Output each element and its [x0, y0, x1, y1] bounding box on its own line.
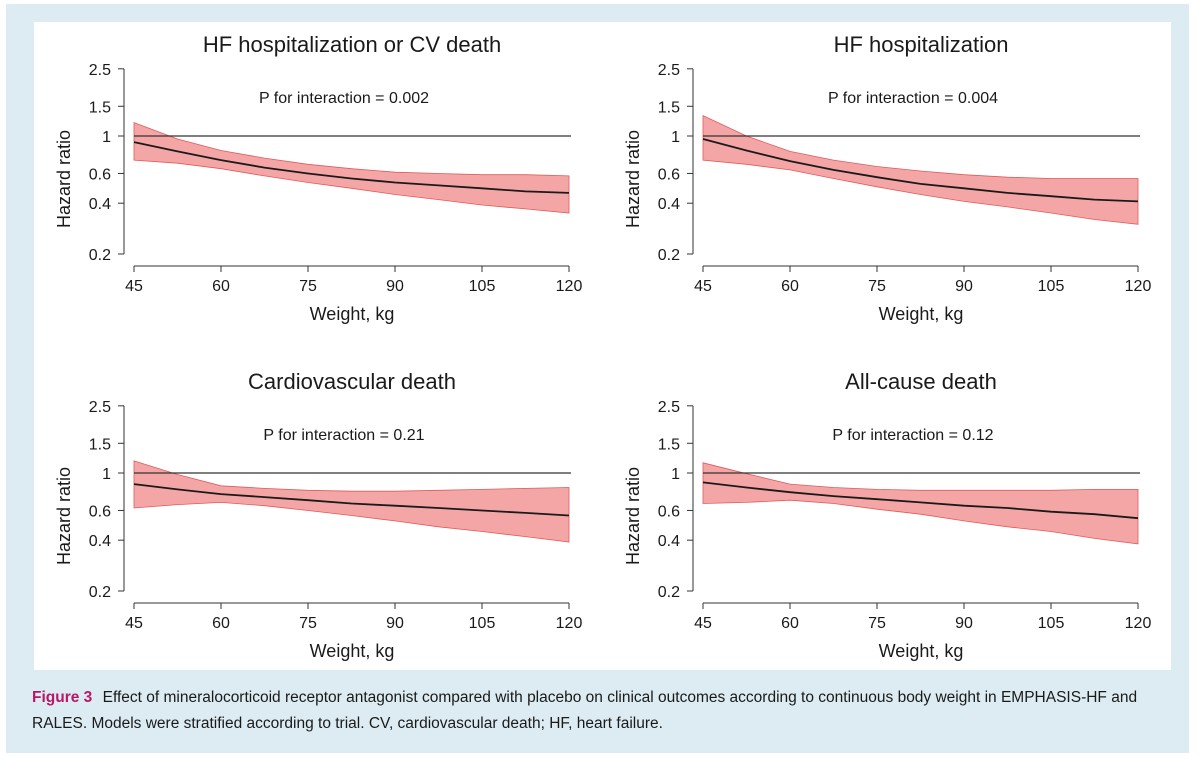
y-tick-label: 0.6 — [89, 503, 111, 520]
y-axis-title: Hazard ratio — [623, 467, 643, 565]
confidence-band — [702, 462, 1139, 545]
x-tick-label: 75 — [299, 615, 317, 632]
chart-panel-4: All-cause death P for interaction = 0.12 0… — [623, 369, 1151, 661]
figure-frame: HF hospitalization or CV death P for inte… — [6, 4, 1189, 753]
hazard-ratio-line — [133, 483, 570, 517]
y-tick-label: 1 — [671, 129, 680, 146]
y-tick-label: 2.5 — [89, 399, 111, 416]
y-tick-label: 0.6 — [658, 503, 680, 520]
chart-title: HF hospitalization — [834, 32, 1009, 57]
x-tick-label: 105 — [469, 278, 496, 295]
x-tick-label: 60 — [781, 278, 799, 295]
x-axis-title: Weight, kg — [879, 641, 964, 661]
x-tick-label: 75 — [868, 615, 886, 632]
y-tick-label: 0.4 — [89, 196, 111, 213]
x-tick-label: 105 — [1038, 615, 1065, 632]
x-tick-label: 60 — [212, 615, 230, 632]
x-tick-label: 120 — [556, 278, 583, 295]
x-tick-label: 105 — [1038, 278, 1065, 295]
confidence-band — [702, 114, 1139, 225]
chart-title: Cardiovascular death — [248, 369, 456, 394]
figure-caption: Figure 3 Effect of mineralocorticoid rec… — [32, 685, 1182, 737]
chart-panel-3: Cardiovascular death P for interaction = … — [54, 369, 582, 661]
x-tick-label: 90 — [955, 278, 973, 295]
chart-panel-2: HF hospitalization P for interaction = 0.… — [623, 32, 1151, 324]
p-interaction-label: P for interaction = 0.12 — [832, 427, 993, 444]
x-tick-label: 105 — [469, 615, 496, 632]
x-tick-label: 45 — [694, 278, 712, 295]
x-tick-label: 60 — [781, 615, 799, 632]
x-tick-label: 90 — [386, 615, 404, 632]
x-tick-label: 45 — [125, 615, 143, 632]
y-tick-label: 0.2 — [658, 247, 680, 264]
y-tick-label: 1 — [102, 129, 111, 146]
x-tick-label: 75 — [868, 278, 886, 295]
y-tick-label: 1 — [102, 466, 111, 483]
p-interaction-label: P for interaction = 0.004 — [828, 90, 998, 107]
y-axis-title: Hazard ratio — [54, 467, 74, 565]
x-axis-title: Weight, kg — [879, 304, 964, 324]
x-tick-label: 120 — [1125, 615, 1152, 632]
chart-panel-1: HF hospitalization or CV death P for inte… — [54, 32, 582, 324]
x-tick-label: 120 — [1125, 278, 1152, 295]
y-tick-label: 1 — [671, 466, 680, 483]
charts-svg: HF hospitalization or CV death P for inte… — [54, 32, 1151, 661]
y-tick-label: 1.5 — [89, 436, 111, 453]
y-tick-label: 0.6 — [658, 166, 680, 183]
confidence-band — [133, 122, 570, 214]
y-tick-label: 0.6 — [89, 166, 111, 183]
y-tick-label: 0.4 — [658, 196, 680, 213]
x-tick-label: 75 — [299, 278, 317, 295]
x-tick-label: 90 — [955, 615, 973, 632]
x-tick-label: 90 — [386, 278, 404, 295]
x-tick-label: 45 — [125, 278, 143, 295]
x-tick-label: 120 — [556, 615, 583, 632]
confidence-band — [133, 460, 570, 543]
y-axis-title: Hazard ratio — [54, 130, 74, 228]
y-tick-label: 0.4 — [89, 533, 111, 550]
chart-title: HF hospitalization or CV death — [203, 32, 501, 57]
hazard-ratio-line — [133, 141, 570, 194]
hazard-ratio-line — [702, 481, 1139, 520]
figure-label: Figure 3 — [32, 689, 93, 706]
y-tick-label: 2.5 — [658, 399, 680, 416]
x-tick-label: 45 — [694, 615, 712, 632]
p-interaction-label: P for interaction = 0.21 — [263, 427, 424, 444]
y-tick-label: 0.2 — [89, 584, 111, 601]
p-interaction-label: P for interaction = 0.002 — [259, 90, 429, 107]
hazard-ratio-line — [702, 138, 1139, 203]
y-tick-label: 0.4 — [658, 533, 680, 550]
figure-panel: HF hospitalization or CV death P for inte… — [34, 22, 1171, 670]
x-axis-title: Weight, kg — [310, 641, 395, 661]
y-tick-label: 0.2 — [89, 247, 111, 264]
chart-title: All-cause death — [845, 369, 997, 394]
y-tick-label: 1.5 — [658, 436, 680, 453]
x-axis-title: Weight, kg — [310, 304, 395, 324]
x-tick-label: 60 — [212, 278, 230, 295]
y-tick-label: 1.5 — [89, 99, 111, 116]
y-axis-title: Hazard ratio — [623, 130, 643, 228]
figure-caption-text: Effect of mineralocorticoid receptor ant… — [32, 689, 1138, 732]
y-tick-label: 1.5 — [658, 99, 680, 116]
y-tick-label: 2.5 — [89, 62, 111, 79]
y-tick-label: 0.2 — [658, 584, 680, 601]
y-tick-label: 2.5 — [658, 62, 680, 79]
